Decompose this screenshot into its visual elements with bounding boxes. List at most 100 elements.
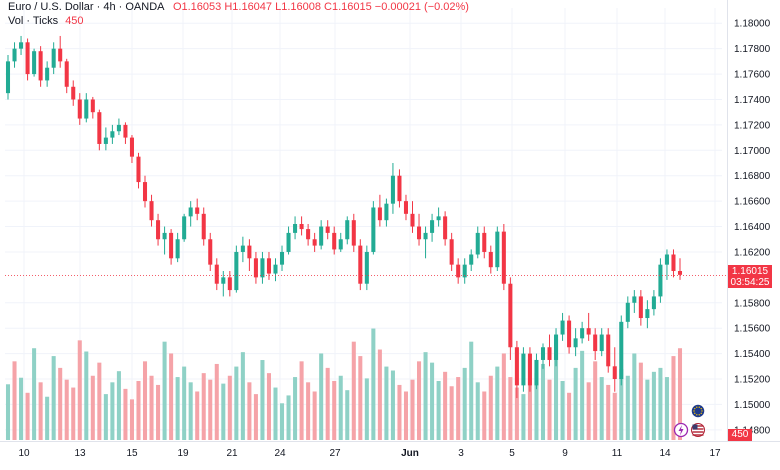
candle-body — [142, 182, 148, 202]
volume-bar — [658, 367, 663, 440]
candle-countdown: 03:54:25 — [730, 277, 770, 288]
candle-body — [417, 226, 422, 240]
candle-body — [345, 220, 350, 240]
candle-body — [195, 207, 200, 214]
y-tick-label: 1.16400 — [734, 222, 771, 233]
volume-bar — [651, 371, 656, 440]
us-flag-canton — [692, 424, 698, 430]
volume-bar — [456, 377, 461, 440]
x-tick-label: 27 — [329, 448, 341, 459]
candle-body — [384, 203, 389, 221]
candle-body — [625, 302, 630, 322]
volume-bar — [377, 349, 382, 440]
volume-bar — [345, 390, 350, 440]
candle-body — [547, 347, 552, 360]
y-tick-label: 1.17000 — [734, 146, 771, 157]
candle-body — [632, 296, 637, 303]
volume-bar — [64, 379, 69, 440]
candle-body — [501, 231, 506, 284]
volume-bar — [97, 362, 102, 440]
candle-body — [227, 277, 232, 291]
eu-flag-star — [701, 410, 703, 412]
candle-body — [136, 156, 141, 183]
volume-bar — [5, 384, 11, 440]
volume-bar — [332, 381, 337, 440]
volume-bar — [136, 381, 141, 440]
volume-bar — [547, 379, 552, 440]
candle-body — [12, 48, 17, 62]
volume-bar — [299, 361, 304, 440]
y-tick-label: 1.16600 — [734, 197, 771, 208]
candle-body — [430, 220, 435, 233]
candle-body — [573, 338, 578, 348]
volume-bar — [338, 375, 343, 440]
candle-body — [129, 137, 134, 157]
candle-body — [586, 328, 591, 335]
volume-bar — [671, 356, 676, 440]
y-tick-label: 1.17400 — [734, 95, 771, 106]
candle-body — [253, 258, 258, 278]
volume-bar — [142, 361, 148, 440]
volume-bar — [123, 388, 128, 440]
volume-bar — [32, 348, 37, 440]
y-tick-label: 1.15800 — [734, 298, 771, 309]
volume-bar — [554, 339, 559, 440]
volume-bar — [410, 379, 415, 440]
candle-body — [103, 137, 108, 144]
candle-body — [475, 232, 480, 255]
candle-body — [90, 99, 95, 113]
eu-flag-star — [700, 407, 702, 410]
candle-body — [338, 239, 343, 250]
candle-body — [495, 231, 500, 268]
candle-body — [156, 220, 161, 240]
volume-bar — [632, 353, 637, 440]
y-tick-label: 1.18000 — [734, 19, 771, 30]
candle-body — [38, 51, 43, 81]
volume-bar — [260, 360, 265, 440]
candle-body — [110, 131, 115, 138]
candle-body — [410, 213, 415, 227]
y-tick-label: 1.17600 — [734, 70, 771, 81]
volume-bar — [312, 391, 317, 440]
volume-bar — [567, 392, 572, 440]
candle-body — [612, 366, 617, 380]
volume-bar — [162, 341, 167, 440]
volume-bar — [384, 366, 389, 440]
volume-bar — [234, 366, 239, 440]
x-tick-label: 19 — [177, 448, 189, 459]
volume-bar — [51, 356, 56, 440]
candle-body — [123, 124, 128, 138]
y-tick-label: 1.14800 — [734, 425, 771, 436]
candle-body — [273, 264, 278, 274]
candle-body — [234, 251, 239, 291]
volume-bar — [469, 341, 474, 440]
volume-bar — [514, 387, 519, 440]
volume-bar — [403, 391, 409, 440]
volume-bar — [534, 373, 539, 440]
volume-bar — [560, 381, 565, 440]
y-tick-label: 1.15000 — [734, 400, 771, 411]
volume-badge: 450 — [728, 429, 752, 441]
candle-body — [514, 347, 519, 386]
volume-bar — [182, 366, 187, 440]
y-tick-label: 1.15400 — [734, 349, 771, 360]
candle-body — [208, 239, 213, 265]
candle-body — [64, 61, 69, 87]
volume-bar — [482, 391, 487, 440]
candle-body — [593, 334, 598, 352]
x-tick-label: 24 — [274, 448, 286, 459]
volume-bar — [90, 375, 95, 440]
volume-bar — [175, 377, 180, 440]
candle-body — [377, 207, 382, 221]
volume-bar — [58, 367, 63, 440]
volume-value: 450 — [65, 15, 84, 27]
candle-body — [397, 175, 402, 202]
candle-body — [488, 251, 493, 268]
eu-flag-star — [698, 414, 700, 416]
volume-bar — [188, 382, 193, 440]
candle-body — [214, 264, 219, 284]
eu-flag-star — [696, 414, 698, 416]
volume-bar — [266, 373, 271, 440]
